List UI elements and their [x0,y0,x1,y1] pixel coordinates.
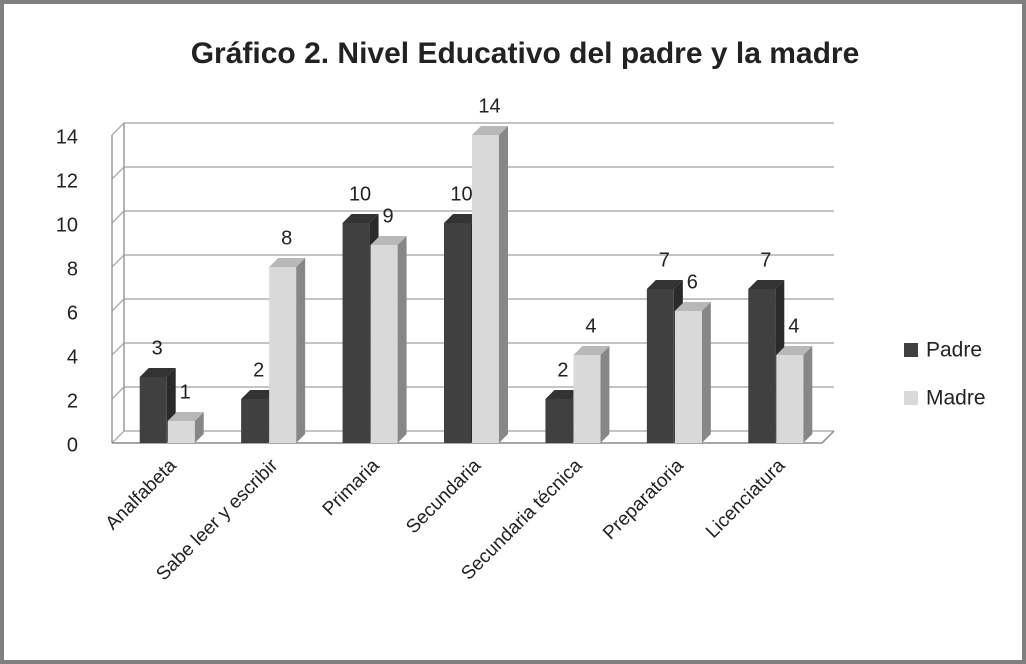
legend-label: Padre [926,339,982,362]
bar-front [545,399,573,443]
bar [573,346,610,443]
legend-label: Madre [926,387,986,410]
y-tick-label: 12 [56,170,78,192]
bar [472,126,508,443]
y-tick-label: 6 [67,302,78,324]
bar-top [545,390,582,399]
bar-side [397,236,407,443]
legend-swatch [904,343,918,357]
value-label: 3 [152,337,163,359]
bar-top [342,214,379,223]
legend-swatch [904,391,918,405]
value-label: 8 [281,227,292,249]
bar-front [342,223,370,443]
value-label: 7 [760,249,771,271]
y-tick-label: 2 [67,390,78,412]
value-label: 2 [253,359,264,381]
value-label: 14 [478,95,500,117]
bar-top [167,412,204,421]
bar-front [646,289,674,443]
bar-top [269,258,306,267]
bar-front [269,267,297,443]
bar-top [472,126,508,135]
bar-top [139,368,176,377]
bar-top [646,280,683,289]
bar-front [674,311,702,443]
bar-side [701,302,711,443]
value-label: 4 [788,315,799,337]
bar-side [600,346,610,443]
bar-front [167,421,195,443]
bar-top [748,280,785,289]
bar-top [573,346,610,355]
chart-title: Gráfico 2. Nivel Educativo del padre y l… [191,37,860,70]
bar [776,346,813,443]
bar-side [499,126,508,443]
value-label: 9 [383,205,394,227]
bar [167,412,204,443]
bar-front [444,223,471,443]
value-label: 2 [557,359,568,381]
y-tick-label: 0 [67,434,78,456]
bar-top [776,346,813,355]
value-label: 10 [349,183,371,205]
bar-front [776,355,804,443]
y-tick-label: 8 [67,258,78,280]
bar-side [296,258,306,443]
bar-top [370,236,407,245]
bar-side [194,412,204,443]
value-label: 1 [180,381,191,403]
bar-front [573,355,601,443]
y-tick-label: 14 [56,126,78,148]
value-label: 6 [687,271,698,293]
bar-front [748,289,776,443]
value-label: 10 [450,183,472,205]
bar-top [241,390,278,399]
bar [370,236,407,443]
bar-top [444,214,480,223]
value-label: 4 [585,315,596,337]
bar-top [674,302,711,311]
bar [674,302,711,443]
value-label: 7 [659,249,670,271]
bar [269,258,306,443]
bar-front [241,399,269,443]
bar-side [803,346,813,443]
bar-front [139,377,167,443]
y-tick-label: 10 [56,214,78,236]
bar-front [472,135,499,443]
y-tick-label: 4 [67,346,78,368]
bar-front [370,245,398,443]
